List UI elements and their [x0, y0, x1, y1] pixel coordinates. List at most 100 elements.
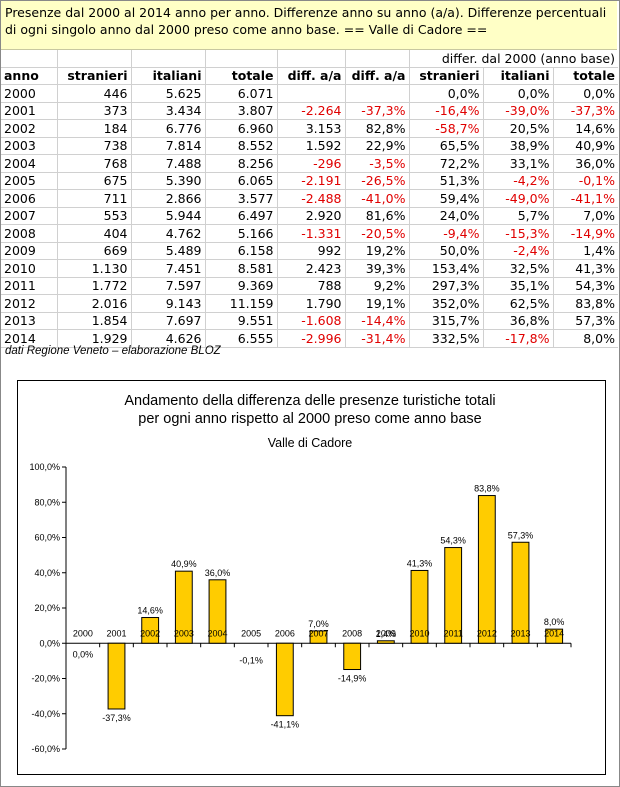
- table-cell: -41,1%: [553, 189, 618, 208]
- table-cell: 992: [277, 242, 346, 260]
- table-cell: -58,7%: [409, 119, 484, 138]
- table-cell: 36,8%: [483, 312, 554, 330]
- table-cell: 5.944: [131, 207, 206, 225]
- table-cell: 669: [57, 242, 132, 260]
- table-cell: -26,5%: [345, 172, 410, 190]
- table-cell: 36,0%: [553, 154, 618, 173]
- group-header-empty: [205, 50, 278, 68]
- table-cell: -296: [277, 154, 346, 173]
- table-cell: 82,8%: [345, 119, 410, 138]
- table-cell: 2010: [1, 259, 58, 278]
- data-label: 40,9%: [171, 559, 197, 569]
- table-cell: -0,1%: [553, 172, 618, 190]
- data-label: 0,0%: [73, 649, 94, 659]
- column-header-row: anno stranieri italiani totale diff. a/a diff…: [1, 67, 618, 85]
- table-cell: 675: [57, 172, 132, 190]
- chart-bar: [410, 569, 429, 644]
- x-category-label: 2010: [409, 628, 429, 638]
- table-cell: 7,0%: [553, 207, 618, 225]
- table-cell: 6.065: [205, 172, 278, 190]
- x-category-label: 2004: [207, 628, 227, 638]
- chart-bar: [141, 617, 160, 644]
- x-category-label: 2001: [106, 628, 126, 638]
- table-cell: -2.191: [277, 172, 346, 190]
- table-cell: 62,5%: [483, 294, 554, 313]
- x-category-label: 2006: [275, 628, 295, 638]
- table-cell: 2007: [1, 207, 58, 225]
- chart-bar: [343, 642, 362, 671]
- table-cell: 2002: [1, 119, 58, 138]
- table-cell: 2001: [1, 102, 58, 120]
- chart-bar: [444, 547, 463, 644]
- y-tick-label: 60,0%: [34, 533, 60, 543]
- table-cell: 2.016: [57, 294, 132, 313]
- chart-bar: [107, 642, 126, 710]
- data-label: -0,1%: [239, 655, 263, 665]
- group-header-empty: [345, 50, 410, 68]
- x-category-label: 2013: [510, 628, 530, 638]
- table-cell: 8.256: [205, 154, 278, 173]
- table-row: 2014 1.929 4.626 6.555 -2.996 -31,4% 332,5% -17…: [1, 329, 618, 348]
- x-category-label: 2000: [73, 628, 93, 638]
- table-row: 2005 675 5.390 6.065 -2.191 -26,5% 51,3% -4,2% -…: [1, 172, 618, 190]
- table-cell: -4,2%: [483, 172, 554, 190]
- table-cell: 3.807: [205, 102, 278, 120]
- x-category-label: 2007: [308, 628, 328, 638]
- table-cell: 35,1%: [483, 277, 554, 295]
- table-cell: 2003: [1, 137, 58, 155]
- chart-bar: [309, 630, 328, 644]
- table-cell: -31,4%: [345, 329, 410, 348]
- table-cell: 446: [57, 84, 132, 103]
- table-cell: -17,8%: [483, 329, 554, 348]
- chart-title-line: per ogni anno rispetto al 2000 preso com…: [138, 411, 481, 427]
- table-cell: 6.776: [131, 119, 206, 138]
- table-cell: -2.996: [277, 329, 346, 348]
- group-header-empty: [57, 50, 132, 68]
- table-row: 2002 184 6.776 6.960 3.153 82,8% -58,7% 20,5% 14…: [1, 119, 618, 138]
- group-header-empty: [277, 50, 346, 68]
- table-cell: 153,4%: [409, 259, 484, 278]
- column-header: anno: [1, 67, 58, 85]
- table-cell: 3.153: [277, 119, 346, 138]
- chart-container: Andamento della differenza delle presenz…: [17, 380, 606, 775]
- table-cell: 9,2%: [345, 277, 410, 295]
- data-label: -41,1%: [271, 720, 300, 730]
- x-category-label: 2003: [174, 628, 194, 638]
- table-cell: -9,4%: [409, 224, 484, 243]
- table-cell: 6.960: [205, 119, 278, 138]
- table-cell: -39,0%: [483, 102, 554, 120]
- table-cell: 0,0%: [483, 84, 554, 103]
- table-cell: 8.581: [205, 259, 278, 278]
- data-label: 83,8%: [474, 484, 500, 494]
- table-cell: 768: [57, 154, 132, 173]
- table-cell: 2.866: [131, 189, 206, 208]
- table-cell: 788: [277, 277, 346, 295]
- table-cell: 7.697: [131, 312, 206, 330]
- table-cell: 5.489: [131, 242, 206, 260]
- table-row: 2010 1.130 7.451 8.581 2.423 39,3% 153,4% 32,5%…: [1, 259, 618, 278]
- table-cell: 711: [57, 189, 132, 208]
- table-cell: 6.071: [205, 84, 278, 103]
- data-label: 57,3%: [508, 530, 534, 540]
- table-cell: -16,4%: [409, 102, 484, 120]
- data-label: 14,6%: [137, 606, 163, 616]
- table-cell: 4.762: [131, 224, 206, 243]
- table-cell: 57,3%: [553, 312, 618, 330]
- table-cell: 9.551: [205, 312, 278, 330]
- table-cell: 65,5%: [409, 137, 484, 155]
- column-header: diff. a/a: [345, 67, 410, 85]
- table-cell: 32,5%: [483, 259, 554, 278]
- column-header: totale: [205, 67, 278, 85]
- x-category-label: 2011: [443, 628, 462, 638]
- source-note: dati Regione Veneto – elaborazione BLOZ: [5, 345, 221, 357]
- table-cell: 19,2%: [345, 242, 410, 260]
- y-tick-label: 80,0%: [34, 497, 60, 507]
- chart-bar: [174, 570, 193, 644]
- table-cell: 59,4%: [409, 189, 484, 208]
- table-row: 2003 738 7.814 8.552 1.592 22,9% 65,5% 38,9% 40,…: [1, 137, 618, 155]
- table-row: 2012 2.016 9.143 11.159 1.790 19,1% 352,0% 62,5…: [1, 294, 618, 313]
- group-header-row: differ. dal 2000 (anno base): [1, 50, 618, 68]
- table-cell: 1.854: [57, 312, 132, 330]
- table-cell: 6.497: [205, 207, 278, 225]
- table-cell: 2004: [1, 154, 58, 173]
